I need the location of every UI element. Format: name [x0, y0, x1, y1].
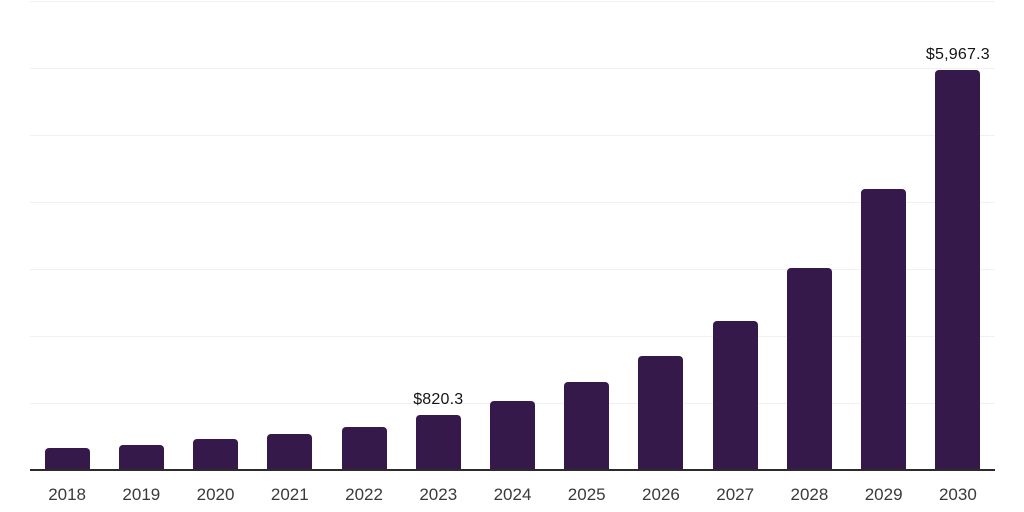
bar-2022 [341, 426, 387, 470]
bar-2020 [193, 439, 239, 470]
bar-2027 [712, 320, 758, 470]
bar-2019 [118, 444, 164, 470]
x-tick-2028: 2028 [790, 485, 829, 504]
bar-2026 [638, 356, 684, 470]
x-tick-2022: 2022 [345, 485, 383, 504]
bar-2030 [935, 70, 981, 470]
x-tick-2018: 2018 [48, 485, 87, 504]
bar-2024 [490, 401, 535, 470]
x-tick-2025: 2025 [567, 485, 606, 504]
bar-value-label-2030: $5,967.3 [925, 46, 990, 64]
bar-2028 [786, 267, 832, 470]
x-tick-2030: 2030 [938, 485, 977, 504]
x-tick-2019: 2019 [122, 485, 161, 504]
gridline [30, 269, 995, 270]
bar-2025 [564, 382, 610, 470]
x-axis-line [30, 469, 995, 471]
x-tick-2024: 2024 [493, 485, 532, 504]
bar-2023 [415, 415, 461, 470]
gridline [30, 336, 995, 337]
gridline [30, 1, 995, 2]
gridline [30, 68, 995, 69]
x-tick-2020: 2020 [196, 485, 235, 504]
bar-2021 [267, 434, 313, 470]
x-tick-2023: 2023 [419, 485, 458, 504]
bar-2029 [861, 189, 907, 470]
x-tick-2027: 2027 [716, 485, 755, 504]
x-tick-2021: 2021 [270, 485, 309, 504]
gridline [30, 202, 995, 203]
x-tick-2026: 2026 [642, 485, 680, 504]
x-tick-2029: 2029 [864, 485, 903, 504]
bar-2018 [44, 447, 90, 470]
bar-value-label-2023: $820.3 [413, 391, 464, 409]
gridline [30, 135, 995, 136]
